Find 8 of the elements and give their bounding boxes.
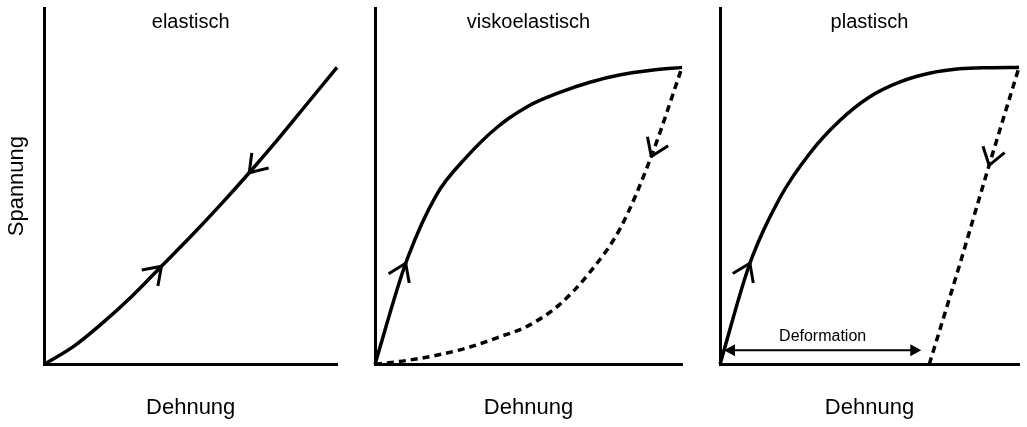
chart-title: elastisch — [151, 9, 230, 32]
y-axis-title: Spannung — [3, 135, 29, 237]
chart-title: viskoelastisch — [466, 9, 591, 32]
x-axis-title: Dehnung — [483, 393, 574, 419]
annotation: Deformation — [779, 326, 867, 344]
x-axis-title: Dehnung — [146, 393, 236, 419]
x-axis-title: Dehnung — [824, 393, 915, 419]
chart-title: plastisch — [830, 9, 909, 32]
